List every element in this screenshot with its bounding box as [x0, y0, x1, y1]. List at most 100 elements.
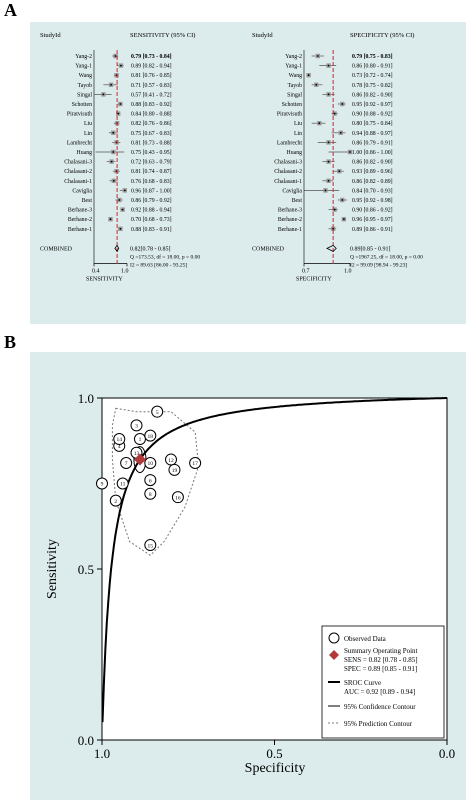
- sensitivity-estimate-point: [121, 208, 124, 211]
- specificity-ci-label: 0.84 [0.70 - 0.93]: [352, 188, 393, 194]
- sensitivity-estimate-point: [123, 189, 126, 192]
- sensitivity-estimate-point: [110, 160, 113, 163]
- confidence-contour: [133, 446, 147, 474]
- specificity-estimate-point: [341, 199, 344, 201]
- sensitivity-study-label: Berhane-3: [68, 208, 92, 214]
- sens-q-stat: Q =173.53, df = 18.00, p = 0.00: [130, 253, 200, 260]
- spec-axis-title: SPECIFICITY: [296, 276, 332, 282]
- specificity-ci-label: 0.86 [0.79 - 0.91]: [352, 140, 393, 146]
- observed-point: [144, 456, 157, 469]
- sensitivity-estimate-point: [102, 93, 105, 96]
- sens-i2-stat: I2 = 89.63 [86.00 - 93.25]: [130, 262, 187, 268]
- observed-point: [144, 474, 157, 487]
- sensitivity-study-label: Singal: [77, 92, 92, 98]
- observed-point: [116, 477, 129, 490]
- specificity-estimate-point: [349, 151, 351, 153]
- y-tick-label: 1.0: [78, 391, 94, 406]
- observed-point-label: 5: [156, 410, 159, 416]
- legend-confidence-label: 95% Confidence Contour: [344, 703, 416, 711]
- legend-sens-text: SENS = 0.82 [0.78 - 0.85]: [344, 656, 418, 664]
- sensitivity-ci-label: 0.81 [0.74 - 0.87]: [131, 169, 172, 175]
- sensitivity-ci-label: 0.86 [0.79 - 0.92]: [131, 198, 172, 204]
- specificity-forest: StudyId SPECIFICITY (95% CI) Yang-2 0.79 …: [252, 32, 423, 282]
- sensitivity-study-label: Lambrecht: [67, 140, 92, 146]
- legend-observed-label: Observed Data: [344, 635, 387, 643]
- sensitivity-study-label: Best: [82, 198, 93, 204]
- specificity-estimate-point: [318, 122, 321, 125]
- legend-summary-label: Summary Operating Point: [344, 647, 418, 655]
- sroc-plot-panel: 1 2 3 4 5 6 7 8 9 10 11 12 13 14 15 16 17 18 19 1.0 0.5 0.0 0…: [30, 352, 466, 800]
- legend-observed-marker: [328, 632, 340, 644]
- spec-ci-header: SPECIFICITY (95% CI): [350, 32, 414, 39]
- sensitivity-study-label: Tayob: [78, 83, 93, 89]
- legend-auc-text: AUC = 0.92 [0.89 - 0.94]: [344, 688, 415, 696]
- legend-sroc-label: SROC Curve: [344, 679, 381, 687]
- spec-q-stat: Q =1967.25, df = 18.00, p = 0.00: [350, 253, 423, 260]
- sensitivity-ci-label: 0.76 [0.68 - 0.83]: [131, 179, 172, 185]
- specificity-study-label: Best: [292, 198, 303, 204]
- specificity-estimate-point: [316, 55, 319, 57]
- sens-tick-label-right: 1.0: [121, 268, 129, 274]
- observed-point-label: 1: [139, 437, 142, 443]
- sensitivity-study-label: Yang-2: [75, 54, 92, 60]
- observed-point: [120, 456, 133, 469]
- specificity-study-label: Caviglia: [282, 188, 302, 194]
- sensitivity-ci-label: 0.84 [0.80 - 0.88]: [131, 112, 172, 118]
- legend-summary-marker: [329, 650, 339, 660]
- sensitivity-estimate-point: [110, 83, 112, 86]
- sensitivity-study-label: Lin: [84, 131, 92, 137]
- specificity-estimate-point: [327, 141, 330, 144]
- specificity-estimate-point: [333, 112, 336, 115]
- specificity-ci-label: 1.00 [0.86 - 1.00]: [352, 150, 393, 156]
- sensitivity-study-label: Yang-1: [75, 64, 92, 70]
- spec-i2-stat: I2 = 99.09 [98.94 - 99.23]: [350, 262, 407, 268]
- spec-tick-label: 0.7: [302, 268, 310, 274]
- spec-combined-diamond: [326, 244, 337, 252]
- observed-point: [168, 463, 181, 476]
- observed-point-label: 15: [148, 543, 154, 549]
- observed-point-label: 11: [120, 482, 126, 488]
- panel-a-label: A: [4, 0, 17, 20]
- prediction-contour: [111, 407, 200, 556]
- sensitivity-ci-label: 0.71 [0.57 - 0.83]: [131, 83, 172, 89]
- sensitivity-ci-label: 0.81 [0.73 - 0.88]: [131, 140, 172, 146]
- specificity-estimate-point: [315, 83, 318, 86]
- summary-operating-point: [133, 453, 146, 466]
- sens-combined-diamond: [114, 244, 120, 253]
- specificity-study-label: Singal: [287, 92, 302, 98]
- specificity-ci-label: 0.86 [0.82 - 0.89]: [352, 179, 393, 185]
- sensitivity-ci-label: 0.79 [0.73 - 0.84]: [131, 54, 172, 60]
- specificity-estimate-point: [327, 179, 330, 182]
- x-axis-title: Specificity: [245, 761, 306, 776]
- specificity-ci-label: 0.93 [0.89 - 0.96]: [352, 169, 393, 175]
- specificity-estimate-point: [333, 208, 336, 211]
- sroc-curve: [101, 397, 447, 723]
- sensitivity-ci-label: 0.75 [0.67 - 0.83]: [131, 131, 172, 137]
- observed-point-label: 17: [192, 461, 198, 467]
- observed-point: [130, 419, 143, 432]
- sensitivity-study-label: Caviglia: [72, 188, 92, 194]
- sens-combined-label: COMBINED: [40, 246, 73, 252]
- spec-study-header: StudyId: [252, 32, 273, 39]
- observed-point: [144, 487, 157, 500]
- sensitivity-ci-label: 0.57 [0.41 - 0.72]: [131, 92, 172, 98]
- sensitivity-estimate-point: [120, 64, 122, 67]
- sensitivity-study-label: Chalasani-2: [64, 169, 92, 175]
- specificity-ci-label: 0.96 [0.95 - 0.97]: [352, 217, 393, 223]
- specificity-estimate-point: [307, 74, 310, 77]
- observed-point-label: 18: [148, 434, 154, 440]
- observed-point-label: 3: [135, 424, 138, 430]
- specificity-ci-label: 0.90 [0.86 - 0.92]: [352, 208, 393, 214]
- specificity-ci-label: 0.95 [0.92 - 0.97]: [352, 102, 393, 108]
- sensitivity-study-label: Liu: [84, 121, 92, 127]
- specificity-ci-label: 0.86 [0.80 - 0.91]: [352, 64, 393, 70]
- observed-point-label: 16: [175, 495, 181, 501]
- specificity-study-label: Chalasani-3: [274, 160, 302, 166]
- observed-point-label: 9: [101, 482, 104, 488]
- panel-b-label: B: [4, 332, 17, 352]
- sensitivity-estimate-point: [112, 131, 115, 134]
- sens-study-header: StudyId: [40, 32, 61, 39]
- sensitivity-ci-label: 0.88 [0.83 - 0.92]: [131, 102, 172, 108]
- sens-combined-ci: 0.82[0.78 - 0.85]: [130, 246, 171, 252]
- specificity-study-label: Yang-2: [285, 54, 302, 60]
